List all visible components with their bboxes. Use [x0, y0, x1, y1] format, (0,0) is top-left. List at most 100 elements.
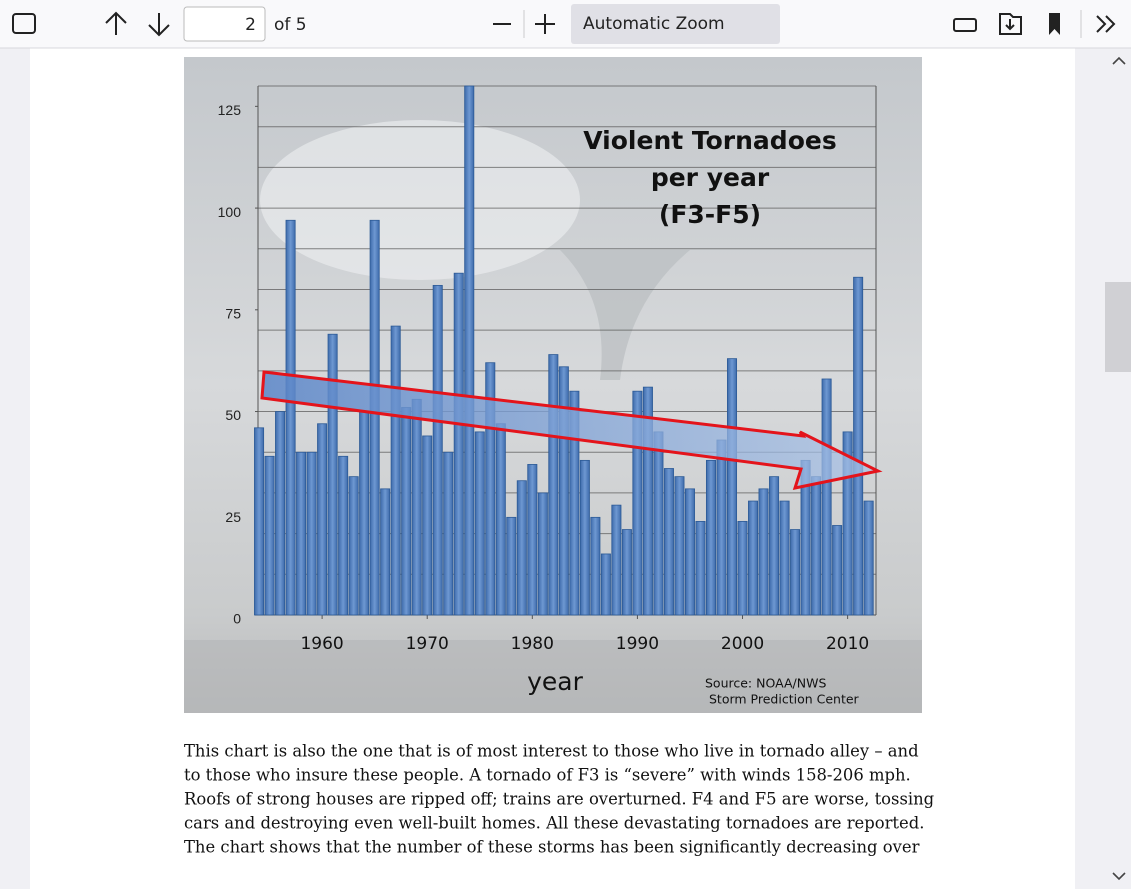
sidebar-toggle[interactable]	[12, 13, 36, 34]
bar	[485, 362, 496, 616]
funnel	[560, 250, 690, 380]
paragraph-line: The chart shows that the number of these…	[184, 838, 920, 857]
source: Storm Prediction Center	[709, 692, 860, 707]
y-tick-label: 50	[225, 407, 241, 423]
x-axis-label: year	[527, 667, 583, 696]
bar	[548, 354, 559, 616]
y-tick-label: 0	[233, 611, 241, 627]
bar	[663, 468, 674, 616]
bookmark[interactable]	[1049, 13, 1060, 35]
scrollbar-thumb[interactable]	[1105, 282, 1131, 372]
bar	[790, 529, 801, 616]
bar	[621, 529, 632, 616]
bar	[348, 476, 359, 616]
bar	[811, 476, 822, 616]
bar	[579, 459, 590, 616]
next-page[interactable]	[148, 13, 170, 37]
bar	[254, 427, 265, 616]
zoom-label[interactable]: Automatic Zoom	[583, 14, 725, 34]
zoom-select[interactable]	[571, 4, 780, 44]
bar	[296, 451, 307, 616]
bar	[642, 386, 653, 616]
y-tick-label: 25	[225, 509, 241, 525]
bar	[684, 488, 695, 616]
bar	[695, 521, 706, 616]
bar	[748, 500, 759, 616]
scroll-down[interactable]	[1112, 872, 1126, 881]
bar	[769, 476, 780, 616]
bar	[380, 488, 391, 616]
bar	[432, 284, 443, 616]
bar	[853, 276, 864, 616]
cloud	[260, 120, 580, 280]
scroll-up[interactable]	[1112, 56, 1126, 65]
ground	[184, 640, 922, 713]
save[interactable]	[999, 13, 1022, 35]
bar	[443, 451, 454, 616]
x-tick-label: 2010	[826, 634, 869, 654]
page-input[interactable]	[183, 6, 266, 42]
bar	[863, 500, 874, 616]
bar	[705, 459, 716, 616]
bar	[359, 411, 370, 616]
bar	[422, 435, 433, 616]
paragraph-line: to those who insure these people. A torn…	[184, 766, 911, 785]
chart-title: Violent Tornadoes	[583, 126, 836, 155]
page-number[interactable]: 2	[245, 15, 256, 35]
bar	[474, 431, 485, 616]
page-count: of 5	[274, 15, 307, 35]
bar	[779, 500, 790, 616]
more-tools[interactable]	[1096, 15, 1116, 33]
bar	[369, 219, 380, 616]
print[interactable]	[953, 18, 977, 32]
bar	[285, 219, 296, 616]
bar	[516, 480, 527, 616]
bar	[317, 423, 328, 616]
paragraph-line: Roofs of strong houses are ripped off; t…	[184, 790, 935, 809]
bar	[716, 439, 727, 616]
bar	[306, 451, 317, 616]
prev-page[interactable]	[105, 11, 127, 35]
scroll-area	[1075, 48, 1131, 889]
bar	[674, 476, 685, 616]
bar	[537, 492, 548, 616]
bar	[821, 378, 832, 616]
bar	[842, 431, 853, 616]
bar	[632, 390, 643, 616]
bar	[737, 521, 748, 616]
bar	[600, 553, 611, 616]
bar	[495, 423, 506, 616]
chart-title: per year	[651, 163, 770, 192]
y-tick-label: 100	[218, 204, 242, 220]
bar	[558, 366, 569, 616]
chart-title: (F3-F5)	[659, 200, 761, 229]
bar	[390, 325, 401, 616]
bar	[758, 488, 769, 616]
x-tick-label: 2000	[721, 634, 764, 654]
bar	[264, 455, 275, 616]
bar	[832, 525, 843, 616]
bar	[464, 85, 475, 616]
bar	[653, 431, 664, 616]
toolbar	[0, 0, 1131, 48]
bar	[727, 358, 738, 616]
paragraph-line: cars and destroying even well-built home…	[184, 814, 924, 833]
x-tick-label: 1980	[511, 634, 554, 654]
x-tick-label: 1990	[616, 634, 659, 654]
bar	[611, 504, 622, 616]
x-tick-label: 1970	[406, 634, 449, 654]
zoom-in[interactable]	[535, 14, 555, 34]
bar	[506, 516, 517, 616]
bar	[411, 398, 422, 616]
bar	[401, 407, 412, 616]
bar	[527, 464, 538, 616]
y-tick-label: 125	[218, 102, 242, 118]
trend-arrow	[260, 370, 883, 490]
paragraph-line: This chart is also the one that is of mo…	[184, 742, 919, 761]
source: Source: NOAA/NWS	[705, 676, 826, 691]
y-tick-label: 75	[225, 306, 241, 322]
bar	[590, 516, 601, 616]
bar	[453, 272, 464, 616]
